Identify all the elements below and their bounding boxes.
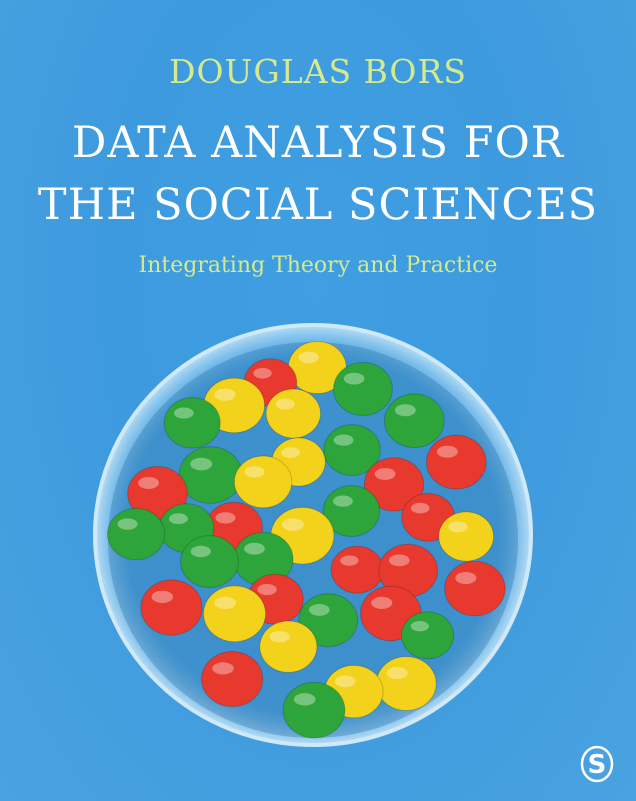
candy xyxy=(438,511,495,562)
candy xyxy=(375,656,437,711)
candy-highlight xyxy=(333,495,353,507)
book-title-line-2: THE SOCIAL SCIENCES xyxy=(37,180,599,230)
candy-highlight xyxy=(151,590,174,603)
candy xyxy=(140,579,203,636)
candy-highlight xyxy=(281,447,300,458)
candy xyxy=(363,457,425,512)
candy xyxy=(259,620,318,673)
candy-highlight xyxy=(389,554,410,567)
candy-highlight xyxy=(343,372,365,385)
candy xyxy=(178,446,243,504)
candy-highlight xyxy=(340,555,359,566)
candy-highlight xyxy=(394,404,416,417)
candy-highlight xyxy=(214,596,237,610)
candies-group xyxy=(107,340,506,739)
candy-highlight xyxy=(212,662,234,675)
candy-highlight xyxy=(411,502,430,514)
candy-highlight xyxy=(257,583,277,596)
candy-highlight xyxy=(374,468,396,480)
candy-highlight xyxy=(281,518,304,531)
author-name: DOUGLAS BORS xyxy=(169,52,467,91)
candy xyxy=(323,424,381,476)
candy xyxy=(330,545,384,594)
candy-highlight xyxy=(309,604,330,616)
candy xyxy=(401,611,455,660)
candy-highlight xyxy=(117,518,138,530)
candy-highlight xyxy=(275,398,295,410)
candy xyxy=(180,535,239,589)
candy xyxy=(201,651,264,708)
candy xyxy=(282,681,346,739)
candy-highlight xyxy=(269,630,290,643)
candy xyxy=(265,388,322,439)
candy-highlight xyxy=(168,513,188,525)
candy xyxy=(444,560,506,617)
candy-highlight xyxy=(138,476,159,489)
candy xyxy=(322,485,381,537)
candy-highlight xyxy=(190,457,213,471)
candy xyxy=(233,455,293,509)
candy xyxy=(107,507,166,561)
candy-highlight xyxy=(448,521,468,533)
book-subtitle: Integrating Theory and Practice xyxy=(138,253,498,278)
candy-highlight xyxy=(215,512,236,524)
candy xyxy=(298,593,359,648)
book-title-line-1: DATA ANALYSIS FOR xyxy=(71,118,565,168)
candy-highlight xyxy=(333,434,354,446)
candy xyxy=(384,393,445,449)
candy-highlight xyxy=(455,571,477,585)
candy-highlight xyxy=(174,407,194,419)
candy xyxy=(425,434,487,490)
candy-highlight xyxy=(436,445,458,458)
svg-text:S: S xyxy=(588,750,607,780)
candy xyxy=(332,361,393,416)
candy-highlight xyxy=(253,367,272,379)
candy-highlight xyxy=(298,351,319,364)
candy-highlight xyxy=(190,545,211,558)
candy xyxy=(203,585,267,643)
candy-highlight xyxy=(386,667,408,680)
candy-highlight xyxy=(371,596,393,609)
candy-highlight xyxy=(293,693,316,706)
sage-logo-icon: S xyxy=(580,745,614,783)
candy-highlight xyxy=(244,542,265,555)
candy-highlight xyxy=(334,675,356,688)
candy-highlight xyxy=(214,388,236,401)
candy xyxy=(163,397,221,449)
candy-highlight xyxy=(244,466,265,478)
candy-highlight xyxy=(410,620,429,632)
